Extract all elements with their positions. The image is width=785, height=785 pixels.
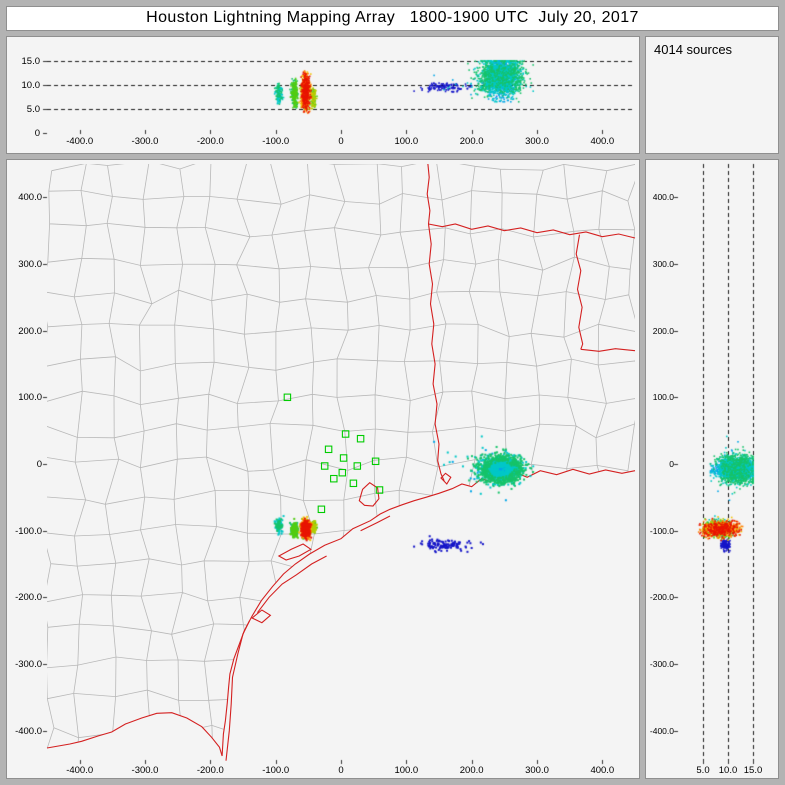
tick-label: -400.0 xyxy=(66,765,94,776)
tick-label: 300.0 xyxy=(525,765,549,776)
plan-view-scatter-plot[interactable] xyxy=(7,160,639,778)
tick-label: -300.0 xyxy=(131,136,159,147)
tick-label: 400.0 xyxy=(652,192,674,203)
tick-label: -100.0 xyxy=(15,525,42,537)
tick-label: 300.0 xyxy=(652,259,674,269)
tick-label: 0 xyxy=(669,459,674,469)
tick-label: 5.0 xyxy=(696,765,710,776)
panel-source-count: 4014 sources xyxy=(645,36,779,154)
panel-altitude-vs-north-south: 5.0 10.0 15.0 400.0 300.0 200.0 100.0 0 -100.0 -2… xyxy=(645,159,779,779)
tick-label: -300.0 xyxy=(15,659,42,670)
tick-label: 15.0 xyxy=(21,56,41,67)
panel-plan-view-map: -400.0 -300.0 -200.0 -100.0 0 100.0 200.0 300.0… xyxy=(6,159,640,779)
tick-label: 200.0 xyxy=(459,765,484,776)
tick-label: -200.0 xyxy=(196,136,224,147)
tick-label: 10.0 xyxy=(21,80,41,91)
tick-label: 300.0 xyxy=(525,136,549,147)
tick-label: 0 xyxy=(34,128,40,139)
tick-label: 100.0 xyxy=(18,392,42,404)
tick-label: -200.0 xyxy=(196,765,224,776)
panel-altitude-vs-east-west: -400.0 -300.0 -200.0 -100.0 0 100.0 200.0 300.0… xyxy=(6,36,640,154)
tick-label: 5.0 xyxy=(26,104,40,115)
alt-ns-scatter-plot[interactable] xyxy=(646,160,778,778)
tick-label: -100.0 xyxy=(262,765,290,776)
tick-label: 10.0 xyxy=(718,765,738,776)
tick-label: 200.0 xyxy=(459,136,484,147)
tick-label: 300.0 xyxy=(18,259,42,270)
tick-label: 200.0 xyxy=(652,325,674,336)
tick-label: 0 xyxy=(338,136,344,147)
tick-label: -400.0 xyxy=(649,725,674,736)
tick-label: 400.0 xyxy=(590,765,615,776)
tick-label: 0 xyxy=(338,765,344,776)
tick-label: 100.0 xyxy=(394,765,419,776)
tick-label: -300.0 xyxy=(649,659,674,669)
tick-label: -200.0 xyxy=(649,592,674,603)
window-title: Houston Lightning Mapping Array 1800-190… xyxy=(6,6,779,31)
tick-label: -100.0 xyxy=(649,525,674,536)
tick-label: -200.0 xyxy=(15,592,42,604)
tick-label: 100.0 xyxy=(652,392,674,403)
tick-label: 400.0 xyxy=(18,192,42,204)
source-count-label: 4014 sources xyxy=(654,42,733,57)
tick-label: -400.0 xyxy=(66,136,94,147)
tick-label: 200.0 xyxy=(18,325,42,337)
tick-label: 400.0 xyxy=(590,136,615,147)
tick-label: 0 xyxy=(36,459,42,470)
tick-label: -400.0 xyxy=(15,725,42,737)
tick-label: 100.0 xyxy=(394,136,419,147)
tick-label: 15.0 xyxy=(743,765,763,776)
alt-ew-scatter-plot[interactable] xyxy=(7,37,639,153)
tick-label: -300.0 xyxy=(131,765,159,776)
tick-label: -100.0 xyxy=(262,136,290,147)
